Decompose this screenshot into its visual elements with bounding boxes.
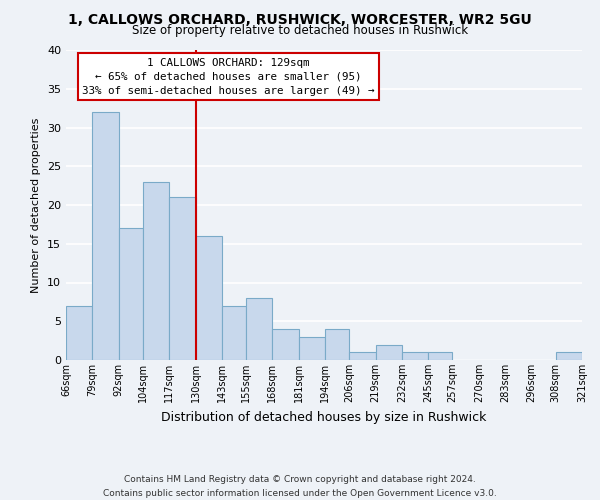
Bar bbox=[196, 236, 222, 360]
Bar bbox=[556, 352, 582, 360]
Bar bbox=[66, 306, 92, 360]
Y-axis label: Number of detached properties: Number of detached properties bbox=[31, 118, 41, 292]
Bar bbox=[92, 112, 119, 360]
Bar bbox=[349, 352, 376, 360]
Bar bbox=[272, 329, 299, 360]
Text: Size of property relative to detached houses in Rushwick: Size of property relative to detached ho… bbox=[132, 24, 468, 37]
X-axis label: Distribution of detached houses by size in Rushwick: Distribution of detached houses by size … bbox=[161, 410, 487, 424]
Text: 1, CALLOWS ORCHARD, RUSHWICK, WORCESTER, WR2 5GU: 1, CALLOWS ORCHARD, RUSHWICK, WORCESTER,… bbox=[68, 12, 532, 26]
Text: Contains HM Land Registry data © Crown copyright and database right 2024.
Contai: Contains HM Land Registry data © Crown c… bbox=[103, 476, 497, 498]
Bar bbox=[376, 344, 402, 360]
Text: 1 CALLOWS ORCHARD: 129sqm
← 65% of detached houses are smaller (95)
33% of semi-: 1 CALLOWS ORCHARD: 129sqm ← 65% of detac… bbox=[82, 58, 375, 96]
Bar bbox=[119, 228, 143, 360]
Bar bbox=[299, 337, 325, 360]
Bar bbox=[428, 352, 452, 360]
Bar bbox=[169, 197, 196, 360]
Bar bbox=[143, 182, 169, 360]
Bar bbox=[246, 298, 272, 360]
Bar bbox=[402, 352, 428, 360]
Bar bbox=[222, 306, 246, 360]
Bar bbox=[325, 329, 349, 360]
